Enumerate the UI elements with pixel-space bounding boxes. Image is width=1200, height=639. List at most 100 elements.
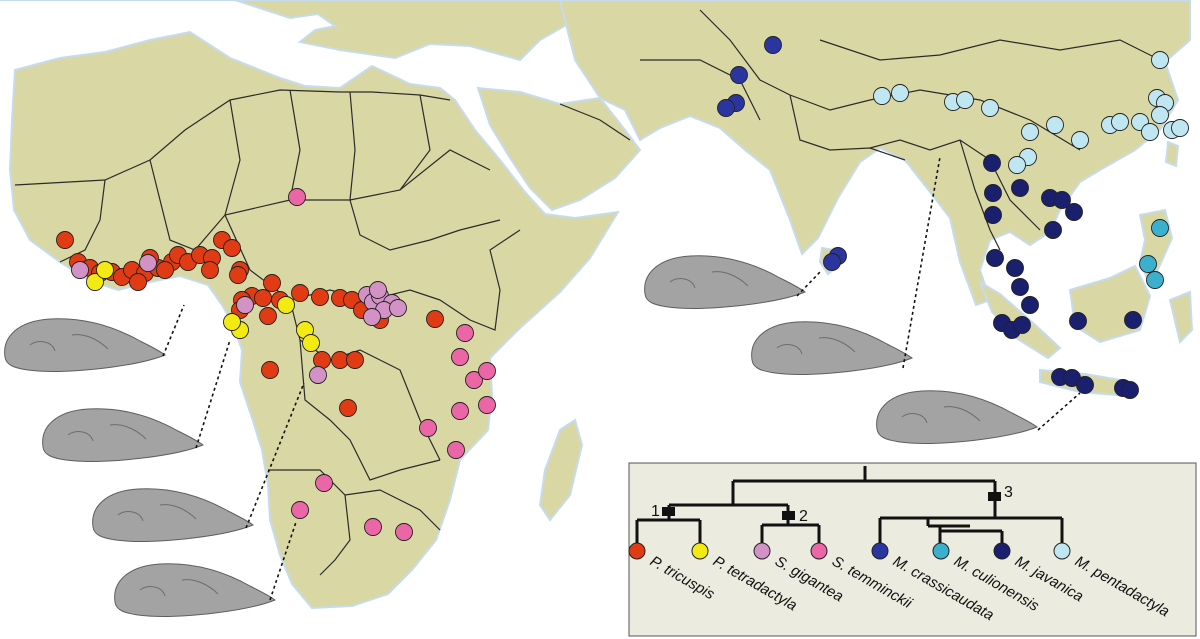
- occurrence-point-temminckii: [291, 501, 309, 519]
- occurrence-point-temminckii: [419, 419, 437, 437]
- occurrence-point-tricuspis: [56, 231, 74, 249]
- skull-image: [876, 390, 1038, 444]
- occurrence-point-javanica: [1121, 381, 1139, 399]
- occurrence-point-javanica: [1044, 221, 1062, 239]
- occurrence-point-temminckii: [315, 474, 333, 492]
- occurrence-point-temminckii: [364, 518, 382, 536]
- occurrence-point-javanica: [1069, 312, 1087, 330]
- occurrence-point-tricuspis: [346, 351, 364, 369]
- occurrence-point-javanica: [1021, 296, 1039, 314]
- occurrence-point-temminckii: [395, 523, 413, 541]
- legend-swatch-temminckii: [810, 542, 828, 560]
- occurrence-point-pentadactyla: [1008, 156, 1026, 174]
- africa-landmass: [8, 30, 620, 610]
- skull-detail: [776, 337, 856, 355]
- skull-outline: [114, 563, 276, 617]
- europe-landmass: [0, 0, 577, 62]
- border-line: [959, 139, 1001, 251]
- occurrence-point-crassicaudata: [823, 253, 841, 271]
- occurrence-point-gigantea: [139, 254, 157, 272]
- leader-line: [195, 339, 231, 449]
- inset-panel: [628, 462, 1197, 637]
- occurrence-point-javanica: [1124, 311, 1142, 329]
- border-line: [224, 99, 241, 216]
- skull-image: [751, 321, 913, 375]
- occurrence-point-tricuspis: [313, 351, 331, 369]
- occurrence-point-pentadactyla: [873, 87, 891, 105]
- legend-swatch-javanica: [993, 542, 1011, 560]
- border-line: [344, 489, 441, 531]
- occurrence-points: [56, 36, 1189, 541]
- leader-lines: [162, 156, 1081, 601]
- occurrence-point-tetradactyla: [96, 261, 114, 279]
- occurrence-point-pentadactyla: [1111, 113, 1129, 131]
- skull-detail: [901, 406, 981, 424]
- madagascar-landmass: [538, 418, 584, 522]
- country-borders: [14, 9, 1161, 576]
- node-marker-2: [782, 511, 795, 520]
- occurrence-point-javanica: [1006, 259, 1024, 277]
- occurrence-point-tetradactyla: [277, 296, 295, 314]
- occurrence-point-javanica: [1011, 278, 1029, 296]
- leader-line: [245, 382, 305, 529]
- occurrence-point-pentadactyla: [981, 99, 999, 117]
- legend-swatch-tetradactyla: [691, 542, 709, 560]
- occurrence-point-tetradactyla: [86, 273, 104, 291]
- skull-outline: [42, 408, 204, 462]
- border-line: [224, 214, 441, 301]
- occurrence-point-gigantea: [309, 366, 327, 384]
- skull-illustrations: [4, 255, 1038, 617]
- sulawesi-landmass: [1168, 290, 1194, 344]
- border-line: [289, 89, 301, 201]
- skull-outline: [751, 321, 913, 375]
- occurrence-point-pentadactyla: [1151, 51, 1169, 69]
- border-line: [14, 89, 451, 186]
- occurrence-point-javanica: [986, 249, 1004, 267]
- occurrence-point-tricuspis: [254, 289, 272, 307]
- legend-swatch-culionensis: [932, 542, 950, 560]
- occurrence-point-tetradactyla: [223, 313, 241, 331]
- occurrence-point-gigantea: [389, 299, 407, 317]
- occurrence-point-javanica: [984, 206, 1002, 224]
- occurrence-point-javanica: [1053, 191, 1071, 209]
- occurrence-point-gigantea: [369, 281, 387, 299]
- skull-outline: [876, 390, 1038, 444]
- taiwan-landmass: [1164, 140, 1180, 168]
- skull-image: [644, 255, 806, 309]
- occurrence-point-culionensis: [1139, 255, 1157, 273]
- occurrence-point-crassicaudata: [764, 36, 782, 54]
- occurrence-point-temminckii: [478, 396, 496, 414]
- occurrence-point-pentadactyla: [956, 91, 974, 109]
- border-line: [399, 94, 431, 191]
- occurrence-point-temminckii: [456, 324, 474, 342]
- node-label-1: 1: [651, 503, 660, 520]
- occurrence-point-javanica: [1011, 179, 1029, 197]
- occurrence-point-javanica: [1013, 316, 1031, 334]
- occurrence-point-tricuspis: [156, 261, 174, 279]
- node-markers: [662, 492, 1001, 520]
- occurrence-point-tetradactyla: [302, 334, 320, 352]
- occurrence-point-temminckii: [465, 371, 483, 389]
- legend-swatch-pentadactyla: [1053, 542, 1071, 560]
- occurrence-point-temminckii: [451, 402, 469, 420]
- skull-detail: [29, 334, 109, 352]
- occurrence-point-temminckii: [288, 188, 306, 206]
- occurrence-point-pentadactyla: [1046, 116, 1064, 134]
- border-line: [299, 339, 441, 481]
- occurrence-point-temminckii: [478, 362, 496, 380]
- skull-image: [42, 408, 204, 462]
- node-label-3: 3: [1004, 484, 1013, 501]
- occurrence-point-crassicaudata: [730, 66, 748, 84]
- skull-outline: [644, 255, 806, 309]
- skull-detail: [67, 424, 147, 442]
- occurrence-point-pentadactyla: [1071, 131, 1089, 149]
- occurrence-point-tricuspis: [263, 274, 281, 292]
- skull-outline: [92, 488, 254, 542]
- skull-image: [114, 563, 276, 617]
- skull-detail: [669, 271, 749, 289]
- occurrence-point-javanica: [1065, 203, 1083, 221]
- occurrence-point-tricuspis: [291, 284, 309, 302]
- border-line: [439, 229, 521, 331]
